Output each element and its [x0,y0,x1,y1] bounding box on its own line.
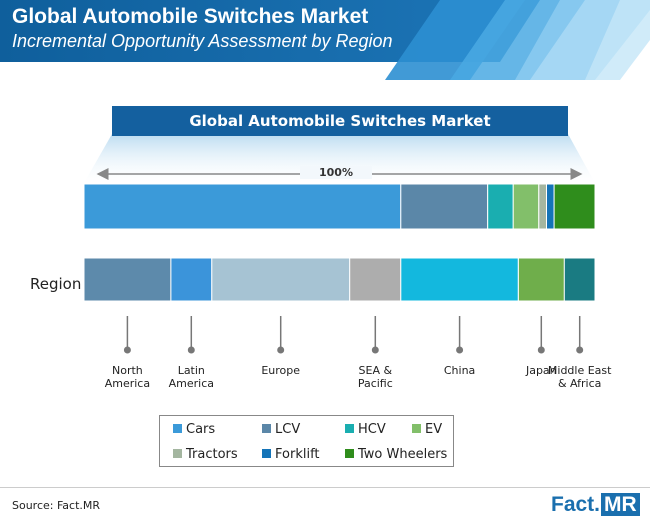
legend-label: Tractors [186,447,238,462]
legend-swatch [345,424,354,433]
vehicle-type-bar [83,183,596,230]
region-segment-north-america [83,257,172,302]
legend-item-two-wheelers: Two Wheelers [345,447,447,462]
legend-label: HCV [358,422,386,437]
legend-swatch [345,449,354,458]
legend-item-cars: Cars [173,422,215,437]
region-segment-china [400,257,519,302]
region-name-europe: Europe [261,364,301,377]
region-pointers [123,316,584,354]
factmr-logo: Fact. MR [551,493,640,517]
page-subtitle: Incremental Opportunity Assessment by Re… [12,31,393,51]
region-name-middle-east-and-africa: Middle East & Africa [547,364,612,390]
legend-item-forklift: Forklift [262,447,320,462]
legend-item-tractors: Tractors [173,447,238,462]
region-name-sea-and-pacific: SEA & Pacific [357,364,393,390]
vehicle-segment-ev [512,183,540,230]
region-pointer-dot [123,346,131,354]
legend-label: Cars [186,422,216,437]
region-segment-sea-and-pacific [349,257,402,302]
source-note: Source: Fact.MR [12,499,101,512]
total-percent-label: 100% [300,166,372,179]
vehicle-segment-cars [83,183,402,230]
region-segment-europe [211,257,351,302]
banner-box [112,106,568,136]
vehicle-segment-hcv [487,183,514,230]
logo-text-mr: MR [601,493,640,516]
legend-swatch [262,449,271,458]
region-name-north-america: North America [104,364,151,390]
page-title: Global Automobile Switches Market [12,5,369,28]
legend-label: LCV [275,422,301,437]
legend-swatch [262,424,271,433]
region-pointer-dot [456,346,464,354]
chart-legend: Cars LCV HCV EV Tractors Forklift Two Wheelers [159,415,454,467]
region-pointer-dot [537,346,545,354]
region-pointer-dot [371,346,379,354]
region-pointer-dot [187,346,195,354]
region-axis-label: Region [30,275,82,293]
legend-label: Forklift [275,447,320,462]
vehicle-segment-lcv [400,183,489,230]
region-pointer-dot [576,346,584,354]
region-segment-middle-east-and-africa [563,257,596,302]
chart-canvas [0,106,650,488]
vehicle-segment-forklift [546,183,555,230]
region-segment-japan [517,257,565,302]
banner-title: Global Automobile Switches Market [189,112,491,130]
vehicle-segment-two-wheelers [553,183,596,230]
region-segment-latin-america [170,257,213,302]
header-banner [0,0,650,80]
legend-label: EV [425,422,443,437]
legend-item-lcv: LCV [262,422,300,437]
legend-swatch [412,424,421,433]
legend-label: Two Wheelers [358,447,448,462]
region-name-china: China [443,364,476,377]
region-pointer-dot [277,346,285,354]
legend-swatch [173,424,182,433]
legend-swatch [173,449,182,458]
vehicle-segment-tractors [538,183,547,230]
logo-text-fact: Fact. [551,493,601,516]
legend-item-hcv: HCV [345,422,386,437]
region-name-latin-america: Latin America [168,364,214,390]
region-bar [83,257,596,302]
region-name-japan: Japan [525,364,557,377]
legend-item-ev: EV [412,422,442,437]
